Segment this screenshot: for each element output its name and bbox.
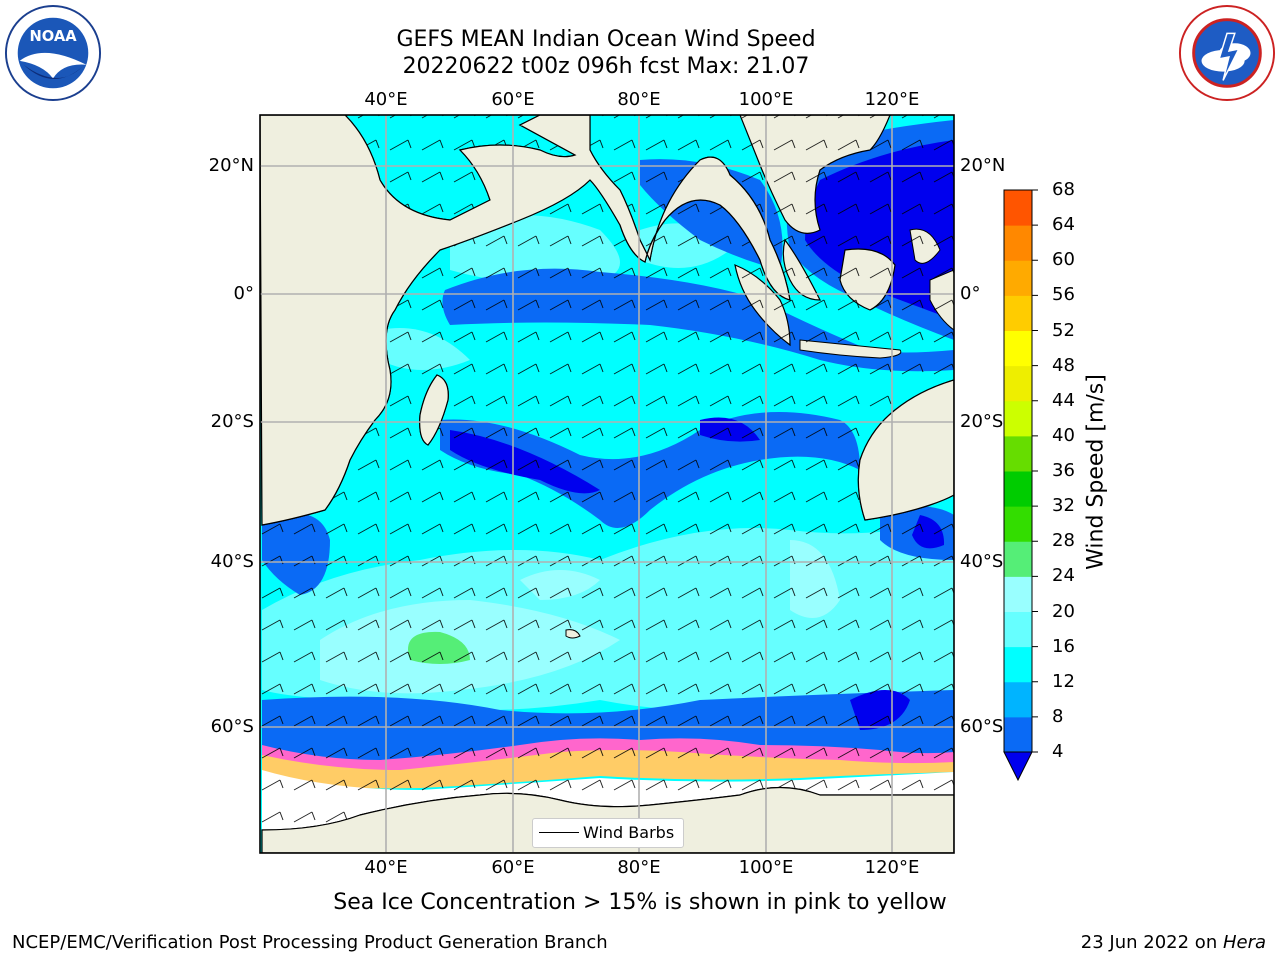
colorbar-tick-label: 4: [1052, 741, 1064, 762]
colorbar-segment: [1004, 506, 1032, 542]
legend-label: Wind Barbs: [583, 823, 675, 842]
map-grid: [260, 115, 954, 853]
footer-date: 23 Jun 2022 on Hera: [1081, 932, 1266, 953]
colorbar-tick-label: 20: [1052, 600, 1075, 622]
lon-label-bottom: 60°E: [491, 857, 535, 878]
noaa-logo: NOAA: [4, 4, 102, 102]
colorbar-segment: [1004, 225, 1032, 261]
colorbar-tick-label: 56: [1052, 284, 1075, 306]
colorbar-segment: [1004, 260, 1032, 296]
lon-label-top: 60°E: [491, 89, 535, 110]
colorbar-segment: [1004, 681, 1032, 718]
wind-barb-legend-line: [539, 832, 579, 833]
colorbar-tick-label: 32: [1052, 495, 1075, 517]
colorbar-tick-label: 60: [1052, 249, 1075, 271]
colorbar-segment: [1004, 435, 1032, 472]
lat-label-left: 40°S: [210, 551, 254, 572]
lon-label-bottom: 100°E: [738, 857, 794, 878]
colorbar-tick-label: 64: [1052, 214, 1075, 236]
sea-ice-note: Sea Ice Concentration > 15% is shown in …: [333, 890, 947, 915]
lat-label-right: 60°S: [960, 716, 1004, 737]
colorbar-segment: [1004, 611, 1032, 648]
colorbar-tick-label: 36: [1052, 460, 1075, 481]
lat-label-left: 0°: [233, 283, 254, 304]
colorbar-tick-label: 44: [1052, 389, 1075, 411]
colorbar-tick-label: 28: [1052, 530, 1075, 552]
colorbar-segment: [1004, 400, 1032, 437]
colorbar-segment: [1004, 295, 1032, 331]
lat-label-right: 20°N: [960, 155, 1006, 176]
lon-label-bottom: 80°E: [617, 857, 661, 878]
lon-label-top: 100°E: [738, 89, 794, 110]
noaa-logo-text: NOAA: [29, 28, 77, 45]
lon-label-top: 40°E: [364, 89, 408, 110]
colorbar-tick-label: 12: [1052, 670, 1075, 692]
colorbar-segment: [1004, 190, 1032, 226]
colorbar-segment: [1004, 365, 1032, 402]
lat-label-left: 20°S: [210, 411, 254, 432]
colorbar-segment: [1004, 471, 1032, 507]
lat-label-right: 0°: [960, 283, 981, 304]
colorbar-extend-arrow: [1003, 751, 1033, 782]
colorbar-tick-label: 8: [1052, 705, 1064, 727]
lon-label-bottom: 40°E: [364, 857, 408, 878]
colorbar-segment: [1004, 541, 1032, 577]
colorbar-tick-label: 52: [1052, 319, 1075, 341]
colorbar-tick-label: 24: [1052, 565, 1075, 587]
colorbar-tick-label: 16: [1052, 635, 1075, 657]
lon-label-top: 80°E: [617, 89, 661, 110]
nws-logo: [1178, 4, 1276, 102]
lat-label-left: 60°S: [210, 716, 254, 737]
colorbar-tick-label: 40: [1052, 424, 1075, 446]
colorbar-tick-label: 68: [1052, 179, 1075, 200]
map-frame: [259, 114, 955, 854]
lon-label-top: 120°E: [864, 89, 920, 110]
colorbar-segment: [1004, 716, 1032, 753]
lat-label-right: 40°S: [960, 551, 1004, 572]
lat-label-right: 20°S: [960, 411, 1004, 432]
colorbar-label: Wind Speed [m/s]: [1083, 374, 1109, 570]
footer-date-text: 23 Jun 2022 on: [1080, 932, 1223, 953]
colorbar-segment: [1004, 646, 1032, 683]
chart-title: GEFS MEAN Indian Ocean Wind Speed: [396, 27, 816, 52]
footer-machine: Hera: [1222, 932, 1266, 953]
chart-subtitle: 20220622 t00z 096h fcst Max: 21.07: [402, 54, 810, 79]
lat-label-left: 20°N: [208, 155, 254, 176]
colorbar-tick-label: 48: [1052, 354, 1075, 376]
footer-credit: NCEP/EMC/Verification Post Processing Pr…: [12, 932, 608, 953]
lon-label-bottom: 120°E: [864, 857, 920, 878]
colorbar-segment: [1004, 330, 1032, 367]
colorbar-segment: [1004, 576, 1032, 612]
colorbar: [1003, 189, 1038, 782]
map-legend: Wind Barbs: [532, 818, 684, 848]
